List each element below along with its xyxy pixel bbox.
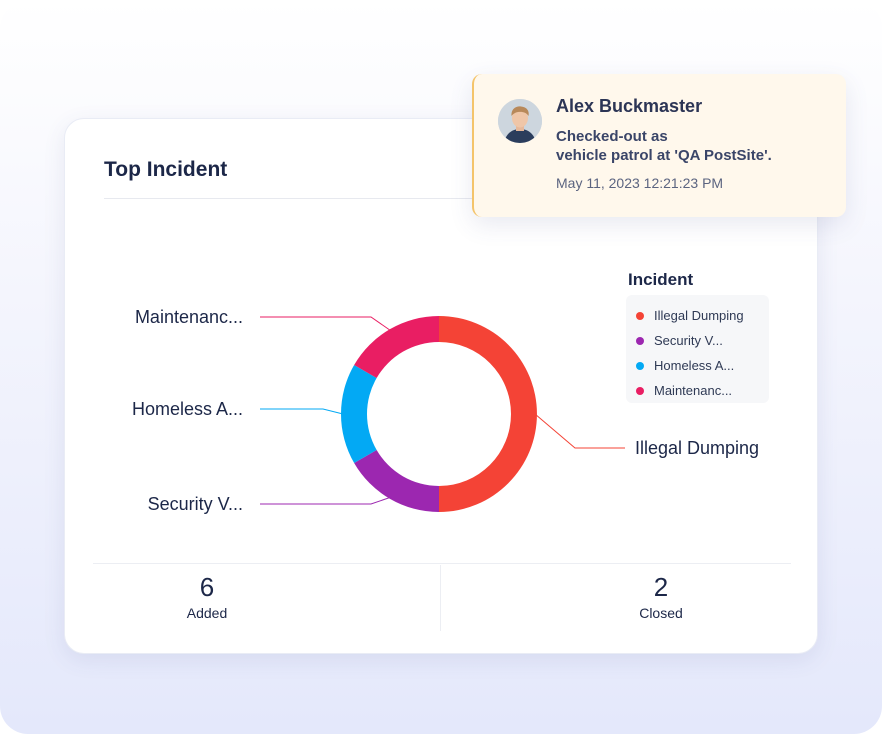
notification-message: Checked-out as vehicle patrol at 'QA Pos…: [556, 127, 836, 165]
notification-toast[interactable]: Alex Buckmaster Checked-out as vehicle p…: [472, 74, 846, 217]
closed-count: 2: [653, 572, 669, 602]
callout-line-3: [260, 316, 392, 332]
notification-message-line-1: Checked-out as: [556, 128, 668, 145]
slice-label-0: Illegal Dumping: [635, 438, 759, 458]
footer-vertical-divider: [440, 565, 441, 631]
added-count: 6: [199, 572, 215, 602]
callout-line-0: [534, 413, 625, 449]
notification-message-line-2: vehicle patrol at 'QA PostSite'.: [556, 147, 772, 164]
user-avatar-icon: [498, 99, 542, 143]
donut-chart: Illegal Dumping Security V... Homeless A..…: [132, 307, 759, 514]
legend-item-label: Homeless A...: [654, 358, 735, 373]
legend-item-label: Security V...: [654, 333, 723, 348]
donut-slice-2[interactable]: [341, 365, 377, 463]
slice-label-2: Homeless A...: [132, 399, 243, 419]
closed-label: Closed: [639, 605, 683, 621]
slice-label-1: Security V...: [148, 494, 243, 514]
added-stat: 6 Added: [107, 571, 307, 621]
notification-timestamp: May 11, 2023 12:21:23 PM: [556, 175, 724, 191]
legend-item-3[interactable]: Maintenanc...: [636, 378, 769, 403]
legend-item-2[interactable]: Homeless A...: [636, 353, 769, 378]
legend-item-label: Maintenanc...: [654, 383, 733, 398]
legend-title: Incident: [628, 270, 694, 289]
callout-line-1: [260, 496, 392, 505]
callout-line-2: [260, 408, 344, 415]
legend-item-label: Illegal Dumping: [654, 308, 744, 323]
legend-dot-icon: [636, 336, 644, 345]
donut-slice-3[interactable]: [354, 316, 439, 378]
notification-user-name: Alex Buckmaster: [556, 96, 703, 116]
legend-item-0[interactable]: Illegal Dumping: [636, 303, 769, 328]
donut-slice-1[interactable]: [354, 450, 439, 512]
legend-item-1[interactable]: Security V...: [636, 328, 769, 353]
legend-dot-icon: [636, 361, 644, 370]
footer-divider: [93, 563, 791, 564]
chart-legend: Illegal Dumping Security V... Homeless A..…: [626, 295, 769, 403]
added-label: Added: [186, 605, 228, 621]
donut-slice-0[interactable]: [439, 316, 537, 512]
slice-label-3: Maintenanc...: [135, 307, 243, 327]
closed-stat: 2 Closed: [561, 571, 761, 621]
legend-dot-icon: [636, 386, 644, 395]
card-title: Top Incident: [104, 158, 228, 181]
title-divider: [104, 198, 584, 199]
legend-dot-icon: [636, 311, 644, 320]
